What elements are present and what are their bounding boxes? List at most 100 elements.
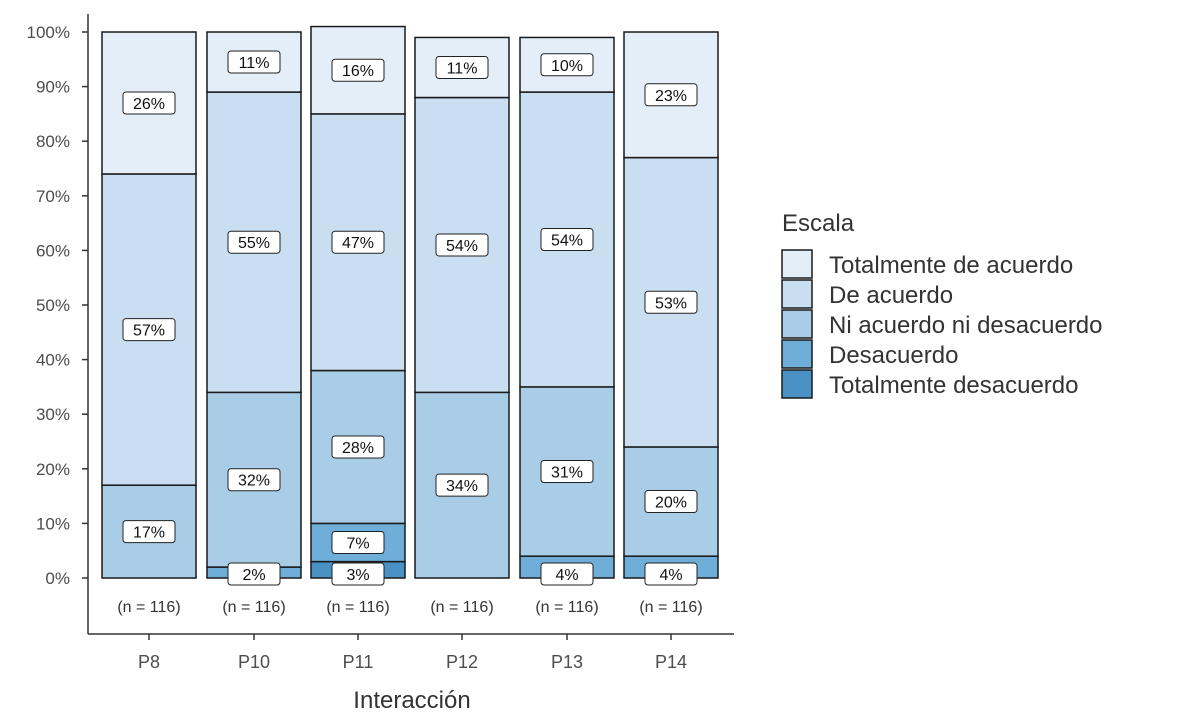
value-label-text: 57%: [133, 323, 165, 340]
legend: Escala Totalmente de acuerdo De acuerdo Ni…: [781, 210, 1103, 399]
value-label-box: [644, 562, 698, 586]
value-label: 34%: [435, 473, 489, 497]
value-labels: 17% 57% 26% 2% 32% 55% 11% 3% 7% 28% 47% 16% 34% 54% 1…: [122, 50, 698, 586]
value-label-box: [331, 58, 385, 82]
x-tick-label: P12: [446, 652, 478, 672]
value-label-text: 7%: [346, 536, 369, 553]
value-label-text: 55%: [238, 235, 270, 252]
legend-label: Ni acuerdo ni desacuerdo: [829, 312, 1103, 339]
value-label: 2%: [227, 562, 281, 586]
value-label-text: 34%: [446, 478, 478, 495]
value-label-box: [435, 473, 489, 497]
value-label: 7%: [331, 531, 385, 555]
x-tick-label: P13: [551, 652, 583, 672]
value-label-box: [540, 562, 594, 586]
legend-title: Escala: [782, 210, 855, 237]
value-label-box: [540, 53, 594, 77]
value-label-box: [122, 520, 176, 544]
value-label: 17%: [122, 520, 176, 544]
value-label-text: 4%: [659, 567, 682, 584]
legend-swatch: [781, 279, 813, 309]
y-tick-label: 100%: [27, 23, 70, 42]
value-label: 28%: [331, 435, 385, 459]
value-label: 53%: [644, 290, 698, 314]
value-label-box: [644, 83, 698, 107]
value-label: 4%: [540, 562, 594, 586]
value-label-box: [227, 562, 281, 586]
value-label: 3%: [331, 562, 385, 586]
value-label: 11%: [435, 55, 489, 79]
y-tick-label: 60%: [36, 241, 70, 260]
value-label: 32%: [227, 468, 281, 492]
y-tick-label: 0%: [45, 569, 70, 588]
y-tick-label: 20%: [36, 460, 70, 479]
value-label: 26%: [122, 91, 176, 115]
value-label: 20%: [644, 490, 698, 514]
x-tick-label: P10: [238, 652, 270, 672]
y-tick-label: 30%: [36, 405, 70, 424]
legend-label: Desacuerdo: [829, 342, 958, 369]
value-label: 57%: [122, 318, 176, 342]
y-tick-label: 40%: [36, 351, 70, 370]
value-label-box: [227, 230, 281, 254]
x-tick-label: P14: [655, 652, 687, 672]
value-label: 23%: [644, 83, 698, 107]
value-label-text: 54%: [551, 232, 583, 249]
n-label: (n = 116): [639, 599, 702, 616]
legend-swatch: [781, 339, 813, 369]
legend-item: Ni acuerdo ni desacuerdo: [781, 309, 1103, 339]
legend-item: De acuerdo: [781, 279, 953, 309]
value-label: 54%: [435, 233, 489, 257]
value-label-box: [644, 490, 698, 514]
y-tick-label: 50%: [36, 296, 70, 315]
value-label: 16%: [331, 58, 385, 82]
value-label-text: 23%: [655, 88, 687, 105]
value-label-box: [435, 55, 489, 79]
value-label-box: [331, 562, 385, 586]
y-tick-label: 80%: [36, 132, 70, 151]
value-label-text: 11%: [239, 55, 270, 72]
value-label-text: 20%: [655, 495, 687, 512]
value-label-text: 54%: [446, 238, 478, 255]
y-tick-label: 70%: [36, 187, 70, 206]
value-label-text: 47%: [342, 235, 374, 252]
legend-item: Totalmente desacuerdo: [781, 369, 1079, 399]
legend-swatch: [781, 369, 813, 399]
value-label-box: [540, 227, 594, 251]
value-label-text: 26%: [133, 96, 165, 113]
value-label: 4%: [644, 562, 698, 586]
value-label: 11%: [227, 50, 281, 74]
value-label-box: [227, 468, 281, 492]
value-label-text: 28%: [342, 440, 374, 457]
value-label-text: 53%: [655, 295, 687, 312]
value-label-text: 4%: [555, 567, 578, 584]
value-label: 47%: [331, 230, 385, 254]
value-label: 31%: [540, 460, 594, 484]
value-label-box: [435, 233, 489, 257]
legend-label: Totalmente de acuerdo: [829, 252, 1073, 279]
value-label-box: [331, 230, 385, 254]
value-label-text: 3%: [346, 567, 369, 584]
legend-swatch: [781, 309, 813, 339]
x-axis-ticks: P8 P10 P11 P12 P13 P14: [138, 634, 687, 672]
x-axis-title: Interacción: [353, 687, 470, 713]
n-label: (n = 116): [535, 599, 598, 616]
value-label-text: 11%: [447, 60, 478, 77]
n-label: (n = 116): [430, 599, 493, 616]
value-label-box: [122, 91, 176, 115]
value-label-box: [227, 50, 281, 74]
legend-swatch: [781, 249, 813, 279]
axes: [87, 14, 734, 635]
x-tick-label: P8: [138, 652, 160, 672]
legend-label: Totalmente desacuerdo: [829, 372, 1079, 399]
value-label: 10%: [540, 53, 594, 77]
x-tick-label: P11: [343, 652, 374, 672]
value-label-text: 16%: [342, 63, 374, 80]
value-label: 55%: [227, 230, 281, 254]
n-labels: (n = 116) (n = 116) (n = 116) (n = 116) (n =…: [117, 599, 702, 616]
value-label-text: 2%: [242, 567, 265, 584]
value-label-box: [644, 290, 698, 314]
n-label: (n = 116): [326, 599, 389, 616]
n-label: (n = 116): [117, 599, 180, 616]
